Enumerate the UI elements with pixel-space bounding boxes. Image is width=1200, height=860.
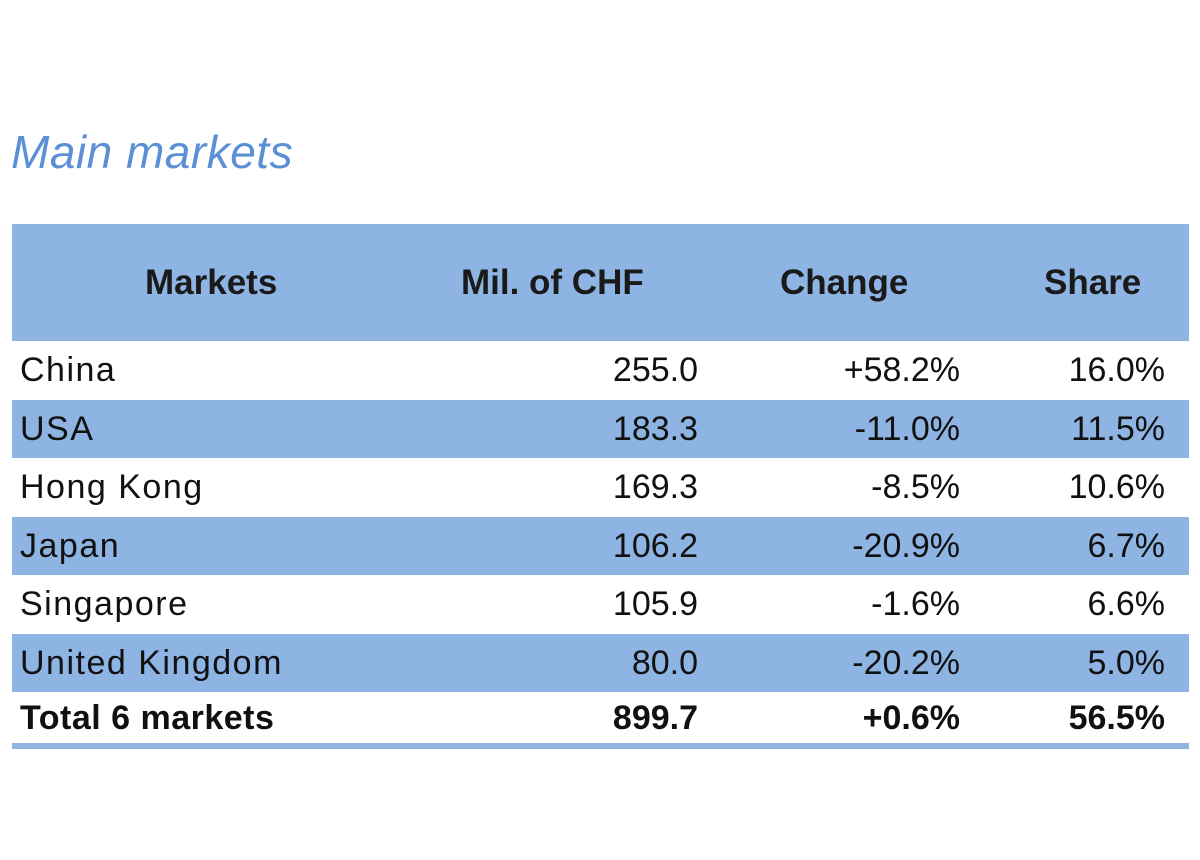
cell-share: 6.7% [1087,526,1166,565]
table-header: Markets Mil. of CHF Change Share [12,224,1189,341]
cell-share: 10.6% [1068,468,1165,507]
total-change: +0.6% [862,698,960,737]
cell-share: 16.0% [1068,351,1165,390]
total-share: 56.5% [1068,698,1165,737]
cell-market: Hong Kong [20,468,204,507]
cell-mil-chf: 169.3 [612,468,698,507]
cell-mil-chf: 80.0 [631,643,698,682]
header-row: Markets Mil. of CHF Change Share [12,224,1189,341]
header-mil-chf: Mil. of CHF [461,262,644,302]
cell-mil-chf: 255.0 [612,351,698,390]
table-body: China 255.0 +58.2% 16.0% USA 183.3 -11.0… [12,341,1189,746]
cell-market: USA [20,409,95,448]
cell-market: China [20,351,117,390]
header-change: Change [780,262,909,302]
table-row: United Kingdom 80.0 -20.2% 5.0% [12,633,1189,692]
cell-market: United Kingdom [20,643,283,682]
markets-table: Markets Mil. of CHF Change Share China 2… [12,224,1189,749]
header-share: Share [1044,262,1142,302]
table-row: Hong Kong 169.3 -8.5% 10.6% [12,458,1189,517]
cell-share: 5.0% [1087,643,1166,682]
cell-share: 11.5% [1071,409,1165,448]
cell-change: -8.5% [871,468,960,507]
total-row: Total 6 markets 899.7 +0.6% 56.5% [12,692,1189,746]
cell-change: -1.6% [871,585,960,624]
header-markets: Markets [145,262,278,302]
table-row: Japan 106.2 -20.9% 6.7% [12,516,1189,575]
cell-mil-chf: 183.3 [612,409,698,448]
cell-change: -20.2% [852,643,960,682]
cell-market: Japan [20,526,121,565]
total-label: Total 6 markets [20,698,275,737]
cell-share: 6.6% [1087,585,1166,624]
page-title: Main markets [11,126,294,178]
table-row: China 255.0 +58.2% 16.0% [12,341,1189,400]
cell-change: -11.0% [854,409,960,448]
cell-change: +58.2% [843,351,960,390]
table-row: Singapore 105.9 -1.6% 6.6% [12,575,1189,634]
cell-mil-chf: 105.9 [612,585,698,624]
total-mil-chf: 899.7 [612,698,698,737]
table-row: USA 183.3 -11.0% 11.5% [12,399,1189,458]
cell-market: Singapore [20,585,189,624]
cell-mil-chf: 106.2 [612,526,698,565]
cell-change: -20.9% [852,526,960,565]
